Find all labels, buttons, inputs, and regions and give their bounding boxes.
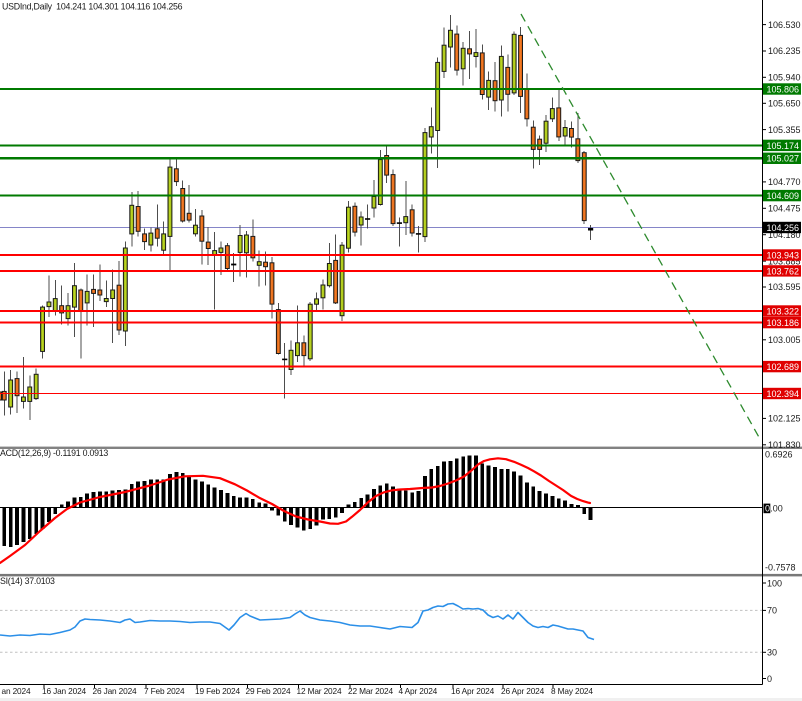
svg-text:105.650: 105.650 [768,99,801,109]
svg-text:-0.7578: -0.7578 [765,562,796,572]
svg-text:101.830: 101.830 [768,440,801,450]
svg-text:4 Apr 2024: 4 Apr 2024 [399,686,438,696]
svg-text:103.943: 103.943 [767,250,800,260]
svg-text:102.394: 102.394 [767,389,800,399]
svg-text:22 Mar 2024: 22 Mar 2024 [348,686,393,696]
svg-text:30: 30 [767,648,777,658]
svg-text:104.609: 104.609 [767,191,800,201]
svg-text:105.027: 105.027 [767,154,800,164]
svg-text:0.6926: 0.6926 [765,450,793,460]
svg-text:.00: .00 [770,504,783,514]
svg-text:7 Feb 2024: 7 Feb 2024 [144,686,185,696]
svg-text:103.885: 103.885 [768,256,801,266]
svg-text:105.940: 105.940 [768,73,801,83]
svg-text:16 Jan 2024: 16 Jan 2024 [42,686,87,696]
svg-text:ACD(12,26,9) -0.1191 0.0913: ACD(12,26,9) -0.1191 0.0913 [0,448,108,458]
svg-text:29 Feb 2024: 29 Feb 2024 [246,686,291,696]
svg-text:103.595: 103.595 [768,282,801,292]
svg-text:106.530: 106.530 [768,20,801,30]
svg-text:12 Mar 2024: 12 Mar 2024 [297,686,342,696]
svg-text:105.174: 105.174 [767,141,800,151]
svg-text:104.180: 104.180 [768,230,801,240]
svg-text:0: 0 [765,504,770,514]
svg-text:105.355: 105.355 [768,125,801,135]
svg-text:16 Apr 2024: 16 Apr 2024 [451,686,495,696]
svg-text:102.689: 102.689 [767,362,800,372]
svg-text:0: 0 [767,674,772,684]
svg-text:19 Feb 2024: 19 Feb 2024 [195,686,240,696]
svg-text:USDInd,Daily 104.241 104.301: USDInd,Daily 104.241 104.301 104.116 104… [2,2,183,12]
svg-text:104.770: 104.770 [768,177,801,187]
svg-text:70: 70 [767,606,777,616]
svg-text:103.762: 103.762 [767,266,800,276]
svg-text:SI(14) 37.0103: SI(14) 37.0103 [0,576,55,586]
svg-text:106.235: 106.235 [768,46,801,56]
svg-text:26 Apr 2024: 26 Apr 2024 [501,686,545,696]
svg-text:105.806: 105.806 [767,84,800,94]
svg-text:100: 100 [767,578,782,588]
svg-text:104.475: 104.475 [768,204,801,214]
svg-text:103.322: 103.322 [767,306,800,316]
svg-text:103.005: 103.005 [768,335,801,345]
svg-text:103.186: 103.186 [767,318,800,328]
svg-text:102.125: 102.125 [768,414,801,424]
svg-text:8 May 2024: 8 May 2024 [551,686,593,696]
svg-text:104.256: 104.256 [767,223,800,233]
svg-text:26 Jan 2024: 26 Jan 2024 [93,686,138,696]
svg-text:an 2024: an 2024 [2,686,31,696]
